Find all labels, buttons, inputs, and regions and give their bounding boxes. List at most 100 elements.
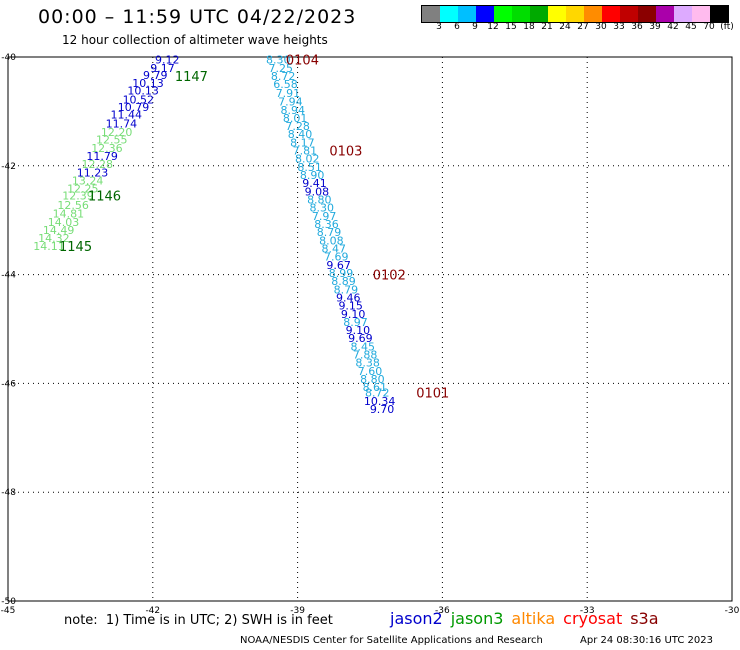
wave-height-value: 9.79	[143, 69, 168, 82]
wave-height-value: 9.69	[348, 332, 373, 345]
longitude-label: -39	[290, 606, 305, 616]
color-scale-label: 9	[472, 22, 478, 32]
color-swatch	[584, 6, 602, 22]
wave-height-value: 9.17	[150, 62, 175, 75]
wave-height-value: 8.80	[307, 194, 332, 207]
wave-height-value: 8.97	[343, 316, 368, 329]
color-scale-label: 24	[559, 22, 571, 32]
footer-note: note: 1) Time is in UTC; 2) SWH is in fe…	[64, 613, 333, 628]
color-swatch	[674, 6, 692, 22]
wave-height-value: 13.24	[72, 174, 104, 187]
longitude-label: -45	[1, 606, 16, 616]
color-scale-label: 27	[577, 22, 589, 32]
wave-height-value: 8.94	[281, 104, 306, 117]
color-swatch	[440, 6, 458, 22]
wave-height-value: 8.72	[271, 70, 296, 83]
credit-text: NOAA/NESDIS Center for Satellite Applica…	[240, 635, 543, 646]
wave-height-value: 12.55	[96, 134, 128, 147]
pass-time-label: 1147	[175, 70, 208, 85]
longitude-label: -36	[435, 606, 450, 616]
wave-height-value: 9.70	[370, 403, 395, 416]
satellite-legend-item: s3a	[630, 609, 659, 628]
wave-height-value: 8.17	[290, 136, 315, 149]
wave-height-value: 8.80	[360, 373, 385, 386]
page-title: 00:00 – 11:59 UTC 04/22/2023	[38, 6, 357, 28]
latitude-label: -46	[1, 379, 16, 389]
color-scale-label: 30	[595, 22, 607, 32]
satellite-legend-item: cryosat	[563, 609, 623, 628]
wave-height-value: 8.61	[363, 381, 388, 394]
latitude-label: -50	[1, 597, 16, 607]
latitude-label: -44	[1, 271, 16, 281]
page-subtitle: 12 hour collection of altimeter wave hei…	[62, 33, 328, 47]
wave-height-value: 7.69	[324, 251, 349, 264]
wave-height-value: 9.08	[305, 185, 330, 198]
wave-height-value: 11.79	[86, 150, 118, 163]
color-scale-label: (ft)	[720, 22, 734, 32]
pass-time-label: 1146	[88, 190, 121, 205]
color-scale-label: 6	[454, 22, 460, 32]
wave-height-value: 8.72	[365, 387, 390, 400]
wave-height-value: 10.52	[123, 93, 155, 106]
wave-height-value: 8.40	[288, 128, 313, 141]
wave-height-value: 8.45	[351, 340, 376, 353]
map-frame	[7, 56, 733, 602]
color-scale-label: 36	[631, 22, 643, 32]
satellite-legend-item: jason2	[390, 609, 443, 628]
satellite-legend-item: altika	[511, 609, 556, 628]
wave-height-value: 11.74	[106, 117, 138, 130]
pass-time-label: 0101	[416, 387, 449, 402]
wave-height-value: 9.67	[326, 259, 351, 272]
wave-height-value: 10.13	[132, 77, 164, 90]
color-swatch	[530, 6, 548, 22]
wave-height-value: 12.25	[67, 183, 99, 196]
color-scale-label: 3	[436, 22, 442, 32]
longitude-label: -30	[725, 606, 740, 616]
color-swatch	[566, 6, 584, 22]
wave-height-value: 8.51	[297, 161, 322, 174]
wave-height-value: 9.10	[346, 324, 371, 337]
wave-height-value: 9.12	[155, 54, 180, 67]
wave-height-value: 12.39	[62, 190, 94, 203]
satellite-legend: jason2 jason3 altika cryosat s3a	[390, 609, 667, 628]
pass-time-label: 0104	[286, 54, 319, 69]
color-scale-label: 33	[613, 22, 625, 32]
satellite-legend-item: jason3	[450, 609, 504, 628]
wave-height-value: 11.44	[111, 109, 143, 122]
wave-height-value: 7.25	[268, 62, 293, 75]
wave-height-value: 14.32	[38, 232, 70, 245]
wave-height-value: 7.81	[293, 145, 318, 158]
color-scale-label: 12	[487, 22, 499, 32]
wave-height-value: 14.03	[48, 216, 80, 229]
wave-height-value: 14.49	[43, 224, 75, 237]
wave-height-value: 8.36	[314, 218, 339, 231]
wave-height-value: 9.15	[338, 300, 363, 313]
wave-height-value: 14.11	[33, 240, 65, 253]
wave-height-value: 12.36	[91, 142, 123, 155]
color-scale-bar	[421, 5, 729, 23]
wave-height-value: 8.02	[295, 153, 320, 166]
color-scale-label: 42	[667, 22, 679, 32]
latitude-label: -48	[1, 488, 16, 498]
latitude-label: -42	[1, 162, 16, 172]
generation-timestamp: Apr 24 08:30:16 UTC 2023	[580, 635, 713, 646]
color-swatch	[494, 6, 512, 22]
color-swatch	[692, 6, 710, 22]
wave-height-value: 7.94	[278, 96, 303, 109]
color-swatch	[602, 6, 620, 22]
wave-height-value: 8.08	[319, 234, 344, 247]
wave-height-value: 8.01	[283, 112, 308, 125]
pass-time-label: 1145	[59, 240, 92, 255]
color-scale-label: 21	[541, 22, 553, 32]
longitude-label: -33	[580, 606, 595, 616]
color-scale-label: 45	[685, 22, 697, 32]
wave-height-value: 12.28	[82, 158, 114, 171]
wave-height-value: 8.99	[329, 267, 354, 280]
color-scale-label: 39	[649, 22, 661, 32]
color-swatch	[548, 6, 566, 22]
wave-height-value: 7.97	[312, 210, 337, 223]
color-scale-label: 15	[505, 22, 517, 32]
color-swatch	[476, 6, 494, 22]
wave-height-value: 8.38	[355, 357, 380, 370]
